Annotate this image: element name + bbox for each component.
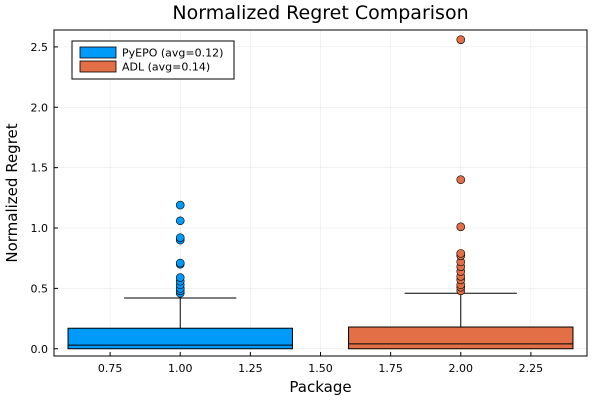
outlier-point (175, 233, 185, 242)
x-tick-label: 0.75 (98, 362, 123, 375)
legend-label: ADL (avg=0.14) (122, 61, 210, 74)
outlier-point (456, 222, 466, 232)
outlier-point (175, 216, 185, 226)
chart-title: Normalized Regret Comparison (172, 2, 468, 24)
box-body (348, 326, 574, 350)
legend: PyEPO (avg=0.12)ADL (avg=0.14) (71, 40, 235, 80)
x-tick-label: 1.00 (168, 362, 193, 375)
grid-lines (54, 30, 587, 356)
y-tick-label: 0.5 (31, 282, 49, 295)
x-tick-label: 1.25 (238, 362, 263, 375)
legend-swatch (79, 60, 117, 73)
outlier-point (456, 35, 466, 44)
x-axis-title: Package (289, 378, 351, 396)
legend-swatch (79, 46, 117, 59)
box-series (67, 200, 293, 350)
x-tick-label: 2.25 (519, 362, 544, 375)
outlier-point (175, 273, 185, 282)
outlier-point (456, 249, 466, 258)
y-tick-label: 1.0 (31, 222, 49, 235)
outlier-point (456, 175, 466, 185)
x-tick-label: 1.75 (378, 362, 403, 375)
legend-label: PyEPO (avg=0.12) (122, 47, 223, 60)
y-axis-title: Normalized Regret (3, 123, 21, 262)
y-tick-label: 2.5 (31, 41, 49, 54)
box-body (67, 327, 293, 350)
series-layer (67, 35, 574, 350)
y-tick-label: 2.0 (31, 101, 49, 114)
box-series (348, 35, 574, 350)
axis-ticks: 0.75 1.00 1.25 1.50 1.75 2.00 2.25 0.0 0.5 1.0 1.5… (31, 41, 544, 375)
outlier-point (175, 200, 185, 210)
x-tick-label: 1.50 (308, 362, 333, 375)
y-tick-label: 1.5 (31, 162, 49, 175)
x-tick-label: 2.00 (449, 362, 474, 375)
outlier-point (175, 258, 185, 268)
y-tick-label: 0.0 (31, 343, 49, 356)
